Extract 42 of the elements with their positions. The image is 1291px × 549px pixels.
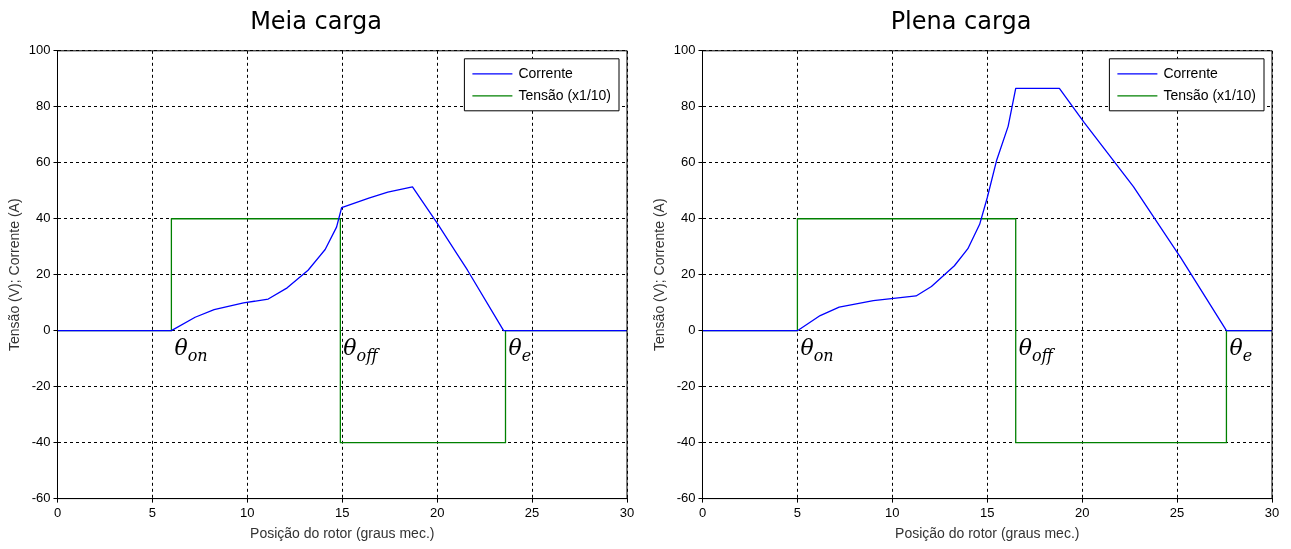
x-tick-label: 10 bbox=[240, 504, 255, 520]
x-tick-label: 15 bbox=[335, 504, 350, 520]
y-tick-label: 0 bbox=[43, 322, 51, 338]
x-axis-title: Posição do rotor (graus mec.) bbox=[895, 525, 1080, 542]
y-axis-title: Tensão (V); Corrente (A) bbox=[6, 198, 23, 351]
y-tick-label: -60 bbox=[676, 490, 696, 506]
y-tick-label: 80 bbox=[681, 98, 696, 114]
x-tick-label: 30 bbox=[619, 504, 635, 520]
y-tick-label: 60 bbox=[36, 154, 51, 170]
y-tick-label: -20 bbox=[31, 378, 51, 394]
y-tick-label: 100 bbox=[673, 42, 696, 58]
y-tick-label: 100 bbox=[28, 42, 51, 58]
x-tick-label: 25 bbox=[524, 504, 540, 520]
legend-label: Corrente bbox=[1163, 64, 1219, 81]
y-tick-label: 80 bbox=[36, 98, 51, 114]
y-tick-label: -20 bbox=[676, 378, 696, 394]
y-tick-label: -40 bbox=[31, 434, 51, 450]
legend-label: Tensão (x1/10) bbox=[518, 86, 611, 103]
legend-label: Tensão (x1/10) bbox=[1163, 86, 1256, 103]
chart-title: Plena carga bbox=[890, 6, 1032, 35]
x-tick-label: 5 bbox=[793, 504, 802, 520]
x-tick-label: 20 bbox=[429, 504, 445, 520]
y-tick-label: 60 bbox=[681, 154, 696, 170]
x-tick-label: 30 bbox=[1264, 504, 1280, 520]
y-axis-title: Tensão (V); Corrente (A) bbox=[651, 198, 668, 351]
y-tick-label: -40 bbox=[676, 434, 696, 450]
x-tick-label: 5 bbox=[148, 504, 157, 520]
x-tick-label: 0 bbox=[53, 504, 62, 520]
x-axis-title: Posição do rotor (graus mec.) bbox=[250, 525, 435, 542]
y-tick-label: 40 bbox=[681, 210, 696, 226]
chart-title: Meia carga bbox=[250, 6, 382, 35]
y-tick-label: 40 bbox=[36, 210, 51, 226]
x-tick-label: 10 bbox=[885, 504, 900, 520]
x-tick-label: 0 bbox=[698, 504, 707, 520]
y-tick-label: -60 bbox=[31, 490, 51, 506]
x-tick-label: 25 bbox=[1169, 504, 1185, 520]
legend-label: Corrente bbox=[518, 64, 574, 81]
y-tick-label: 0 bbox=[688, 322, 696, 338]
y-tick-label: 20 bbox=[681, 266, 696, 282]
x-tick-label: 20 bbox=[1074, 504, 1090, 520]
y-tick-label: 20 bbox=[36, 266, 51, 282]
x-tick-label: 15 bbox=[980, 504, 995, 520]
